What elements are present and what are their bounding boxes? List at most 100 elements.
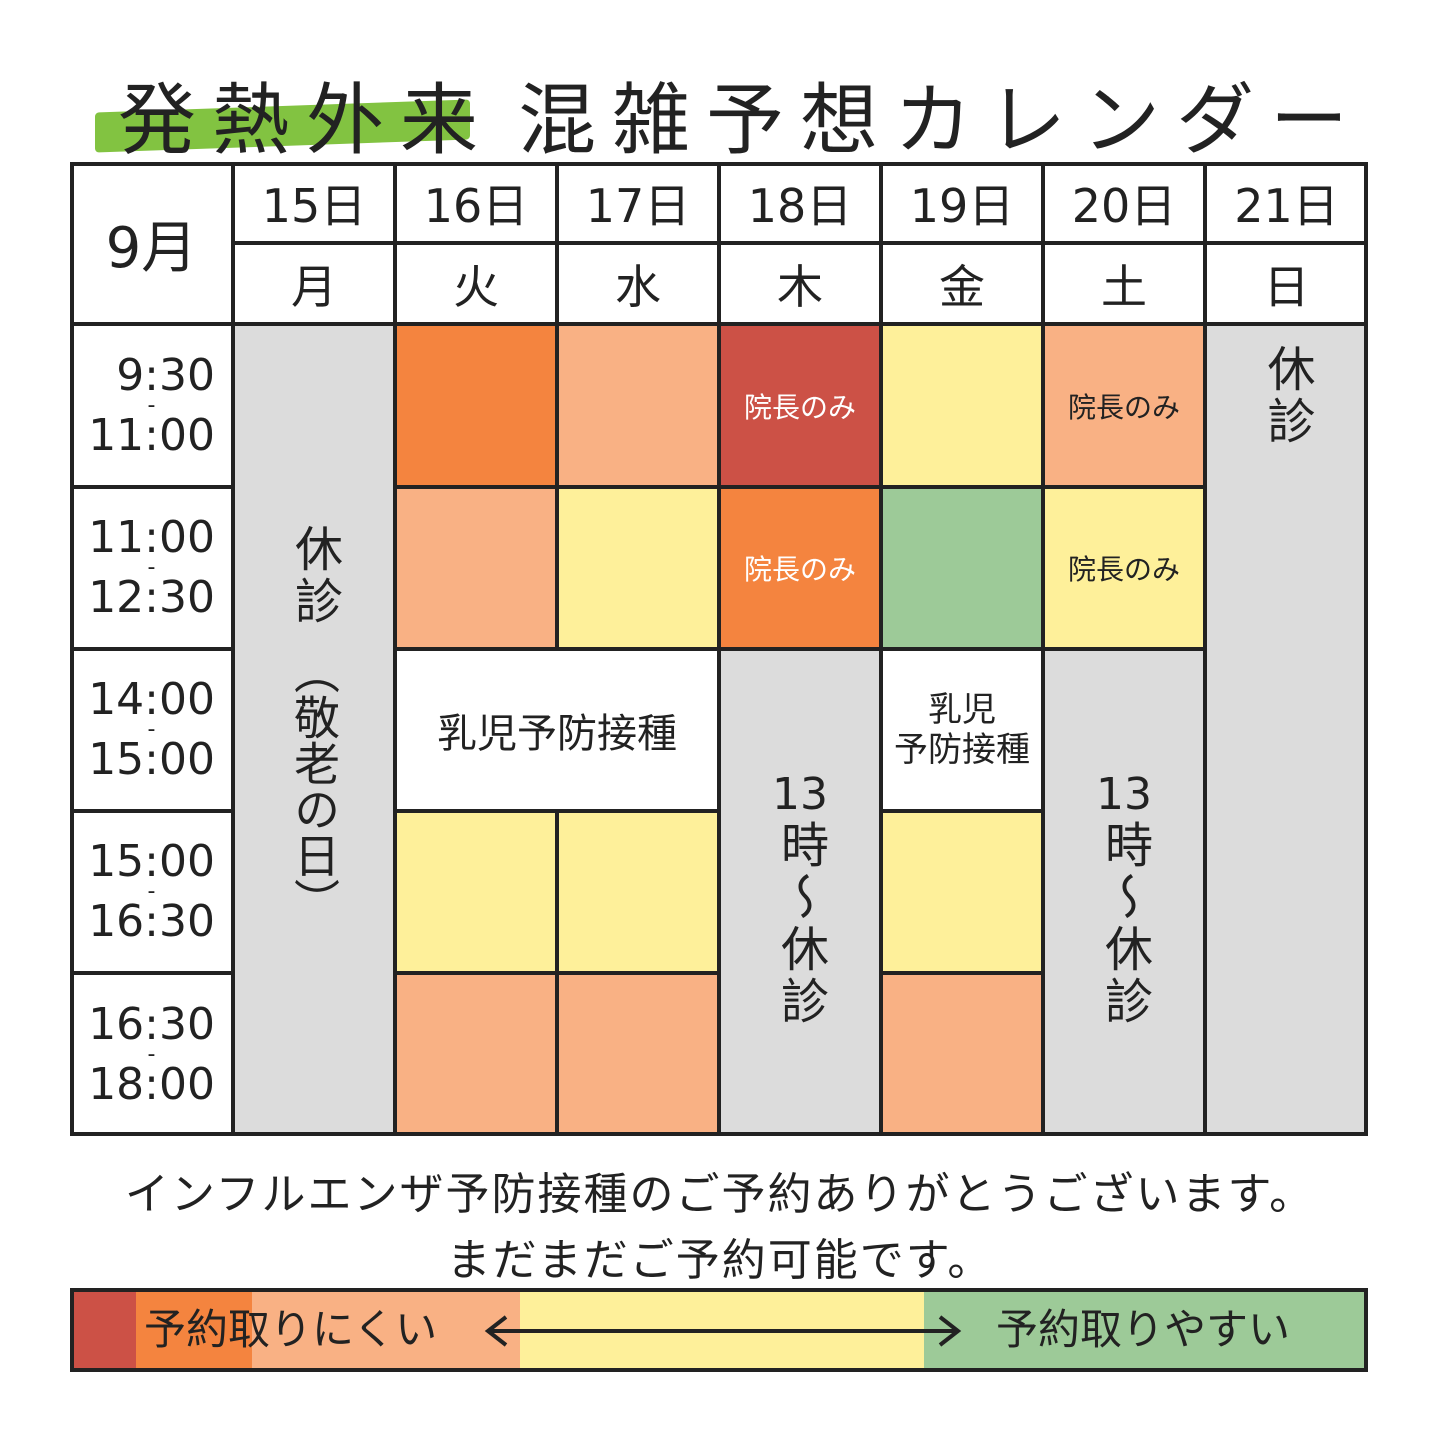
- slot-fri-5: [881, 973, 1043, 1136]
- slot-wed-5: [557, 973, 719, 1136]
- vaccination-label: 予防接種: [894, 730, 1030, 770]
- weekday-label: 水: [615, 259, 661, 314]
- weekday-header: 金: [881, 243, 1043, 324]
- weekday-label: 月: [291, 259, 337, 314]
- time-slot-label: 15:00-16:30: [70, 811, 233, 973]
- title-area: 発熱外来 混雑予想カレンダー: [0, 48, 1440, 166]
- slot-tue-5: [395, 973, 557, 1136]
- weekday-header: 日: [1205, 243, 1368, 324]
- legend-hard-label: 予約取りにくい: [144, 1305, 438, 1354]
- weekday-label: 日: [1263, 259, 1310, 314]
- page-title: 発熱外来 混雑予想カレンダー: [118, 58, 1364, 170]
- legend-busy-swatch: [136, 1292, 252, 1368]
- date-label: 20日: [1071, 178, 1177, 233]
- date-label: 17日: [585, 178, 691, 233]
- title-part-1: 発熱外来: [118, 76, 495, 166]
- slot-sat-1: 院長のみ: [1043, 324, 1205, 487]
- date-header: 17日: [557, 162, 719, 243]
- date-header: 20日: [1043, 162, 1205, 243]
- weekday-header: 土: [1043, 243, 1205, 324]
- slot-end-time: 15:00: [88, 734, 215, 785]
- legend-very-busy-swatch: [74, 1292, 136, 1368]
- weekday-label: 土: [1101, 259, 1147, 314]
- slot-tue-1: [395, 324, 557, 487]
- schedule-calendar: 9月 15日月 16日火 17日水 18日木 19日金 20日土 21日日 9:30-11:00…: [70, 162, 1368, 1136]
- slot-end-time: 16:30: [88, 896, 215, 947]
- slot-end-time: 11:00: [88, 409, 215, 461]
- slot-start-time: 14:00: [88, 674, 215, 725]
- slot-start-time: 16:30: [88, 998, 215, 1050]
- infant-label: 乳児: [928, 690, 996, 730]
- slot-tue-2: [395, 487, 557, 649]
- slot-separator: -: [147, 555, 156, 580]
- sunday-closed-label: 休診: [1258, 344, 1315, 448]
- date-header: 18日: [719, 162, 881, 243]
- slot-thu-2: 院長のみ: [719, 487, 881, 649]
- monday-holiday-label: （敬老の日）: [287, 648, 341, 924]
- slot-wed-1: [557, 324, 719, 487]
- weekday-header: 月: [233, 243, 395, 324]
- monday-closed-label: 休診: [286, 524, 342, 628]
- date-header: 16日: [395, 162, 557, 243]
- slot-fri-2: [881, 487, 1043, 649]
- date-header: 21日: [1205, 162, 1368, 243]
- slot-separator: -: [147, 1041, 156, 1067]
- footer-line-1: インフルエンザ予防接種のご予約ありがとうございます。: [124, 1169, 1316, 1220]
- legend-easy-swatch: [924, 1292, 1364, 1368]
- date-label: 21日: [1234, 178, 1339, 233]
- slot-tue-4: [395, 811, 557, 973]
- infant-vaccination-cell: 乳児予防接種: [395, 649, 719, 811]
- weekday-header: 水: [557, 243, 719, 324]
- slot-separator: -: [147, 879, 156, 904]
- month-label: 9月: [105, 215, 198, 281]
- slot-thu-1: 院長のみ: [719, 324, 881, 487]
- infant-vaccination-label: 乳児予防接種: [437, 711, 677, 757]
- time-slot-label: 9:30-11:00: [70, 324, 233, 487]
- title-part-2: 混雑予想カレンダー: [518, 76, 1365, 166]
- slot-wed-2: [557, 487, 719, 649]
- congestion-legend: 予約取りにくい 予約取りやすい: [70, 1288, 1368, 1372]
- date-label: 18日: [747, 178, 853, 233]
- director-only-label: 院長のみ: [743, 390, 856, 424]
- legend-double-arrow-icon: [484, 1315, 962, 1347]
- closed-from-hour-label: 13: [772, 769, 828, 820]
- slot-end-time: 18:00: [88, 1058, 215, 1110]
- time-slot-label: 11:00-12:30: [70, 487, 233, 649]
- slot-wed-4: [557, 811, 719, 973]
- slot-fri-4: [881, 811, 1043, 973]
- slot-separator: -: [147, 717, 156, 742]
- director-only-label: 院長のみ: [1067, 390, 1180, 424]
- date-header: 19日: [881, 162, 1043, 243]
- weekday-label: 木: [777, 259, 823, 314]
- weekday-header: 木: [719, 243, 881, 324]
- saturday-afternoon-closed-cell: 13 時〜休診: [1043, 649, 1205, 1136]
- time-slot-label: 14:00-15:00: [70, 649, 233, 811]
- footer-line-2: まだまだご予約可能です。: [446, 1235, 994, 1286]
- monday-closed-cell: 休診 （敬老の日）: [233, 324, 395, 1136]
- closed-from-hour-label: 13: [1096, 769, 1152, 820]
- legend-easy-label: 予約取りやすい: [996, 1305, 1291, 1354]
- infant-vaccination-fri-cell: 乳児 予防接種: [881, 649, 1043, 811]
- date-label: 19日: [909, 178, 1015, 233]
- slot-fri-1: [881, 324, 1043, 487]
- sunday-closed-cell: 休診: [1205, 324, 1368, 1136]
- weekday-label: 金: [939, 259, 985, 314]
- thursday-afternoon-closed-cell: 13 時〜休診: [719, 649, 881, 1136]
- date-label: 15日: [261, 178, 367, 233]
- director-only-label: 院長のみ: [1067, 553, 1180, 586]
- slot-end-time: 12:30: [88, 572, 215, 623]
- legend-moderate-swatch: [252, 1292, 520, 1368]
- slot-start-time: 11:00: [88, 512, 215, 563]
- month-header: 9月: [70, 162, 233, 324]
- slot-start-time: 15:00: [88, 836, 215, 887]
- slot-start-time: 9:30: [116, 349, 215, 401]
- slot-sat-2: 院長のみ: [1043, 487, 1205, 649]
- weekday-header: 火: [395, 243, 557, 324]
- closed-from-text-label: 時〜休診: [1096, 820, 1152, 1028]
- date-header: 15日: [233, 162, 395, 243]
- date-label: 16日: [423, 178, 529, 233]
- slot-separator: -: [147, 392, 156, 418]
- weekday-label: 火: [453, 259, 499, 314]
- time-slot-label: 16:30-18:00: [70, 973, 233, 1136]
- closed-from-text-label: 時〜休診: [772, 820, 828, 1028]
